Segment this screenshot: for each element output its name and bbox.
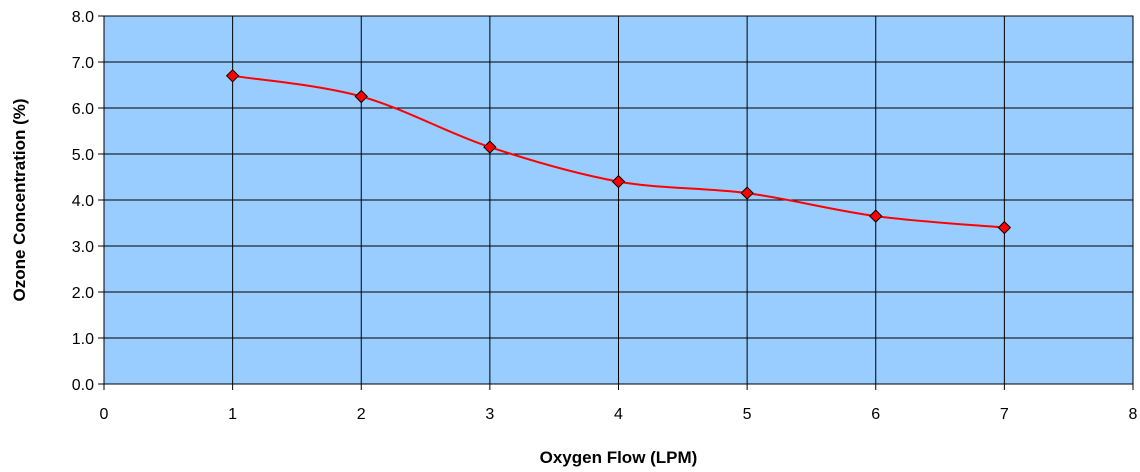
x-tick-label: 4 (614, 406, 623, 423)
y-tick-label: 2.0 (72, 285, 94, 302)
x-tick-label: 2 (357, 406, 366, 423)
data-markers (225, 69, 1012, 235)
data-point-marker (997, 220, 1012, 235)
x-tick-label: 7 (1000, 406, 1009, 423)
data-point-marker (869, 209, 883, 223)
data-point-marker (611, 174, 626, 189)
y-tick-label: 8.0 (72, 9, 94, 26)
x-tick-label: 5 (743, 406, 752, 423)
plot-border (103, 15, 1134, 385)
y-tick-label: 7.0 (72, 55, 94, 72)
x-axis-title: Oxygen Flow (LPM) (540, 448, 698, 467)
x-tick-label: 0 (100, 406, 109, 423)
y-tick-label: 3.0 (72, 239, 94, 256)
y-tick-label: 5.0 (72, 147, 94, 164)
data-point-marker (483, 140, 497, 154)
x-tick-label: 8 (1129, 406, 1138, 423)
tick-labels: 0.0 1.0 2.0 3.0 4.0 5.0 6.0 7.0 8.0 0 1 2 3 4 5 6 7 8 (72, 9, 1138, 423)
x-tick-label: 3 (485, 406, 494, 423)
y-tick-label: 6.0 (72, 101, 94, 118)
y-tick-label: 1.0 (72, 331, 94, 348)
data-point-marker (225, 69, 240, 83)
y-tick-label: 0.0 (72, 377, 94, 394)
y-tick-label: 4.0 (72, 193, 94, 210)
data-point-marker (740, 186, 754, 200)
x-tick-label: 1 (228, 406, 237, 423)
data-point-marker (354, 89, 368, 104)
x-tick-label: 6 (871, 406, 880, 423)
axes (98, 15, 1134, 390)
y-axis-title: Ozone Concentration (%) (10, 98, 29, 301)
